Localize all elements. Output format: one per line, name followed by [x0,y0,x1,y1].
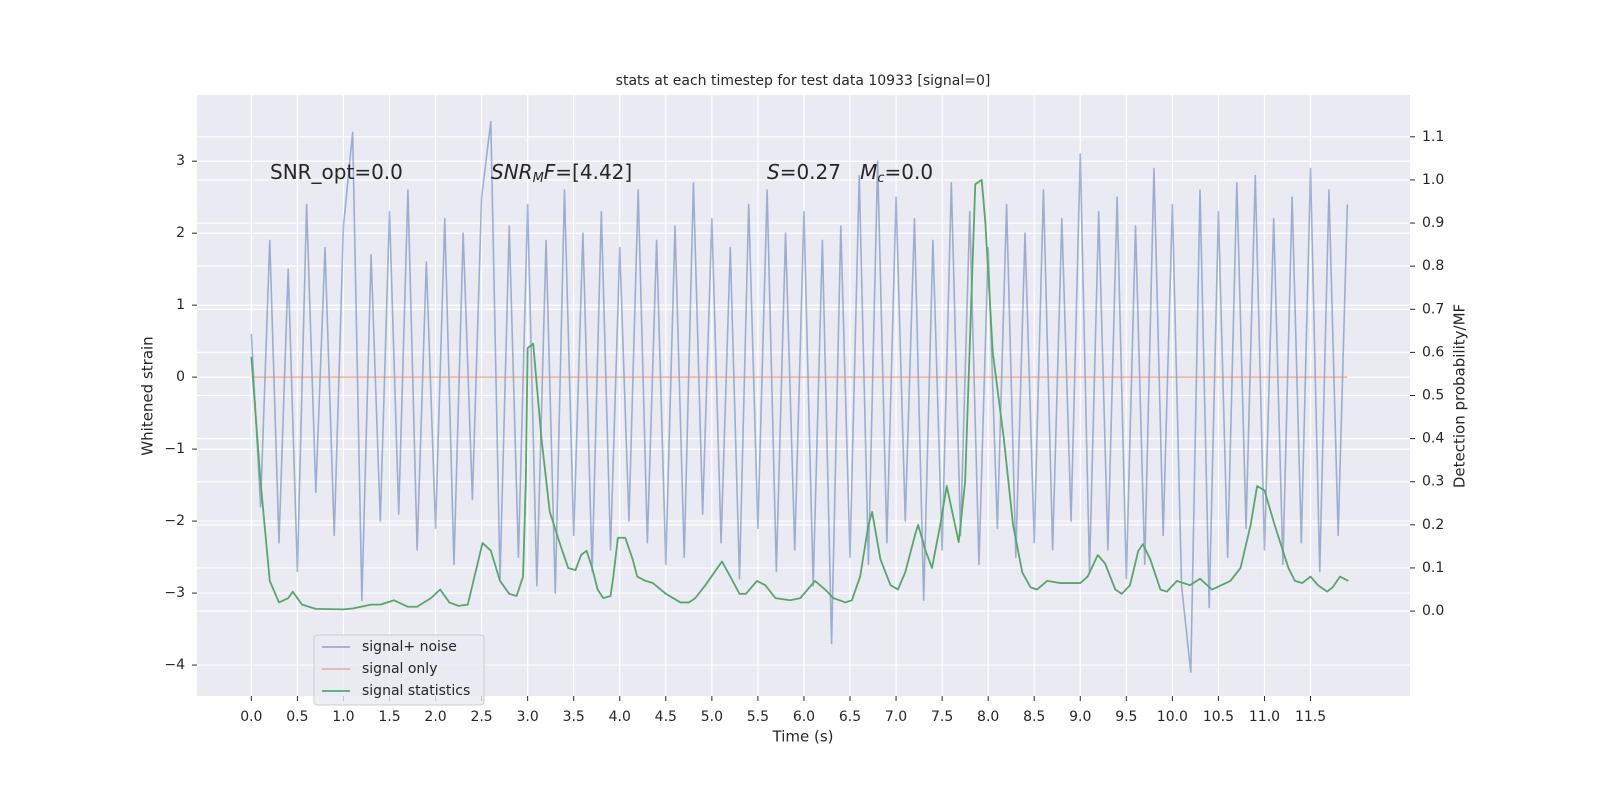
y2-tick-label: 0.4 [1422,431,1444,447]
y2-tick-label: 0.6 [1422,344,1444,360]
x-tick-label: 11.0 [1249,709,1280,725]
x-tick-label: 6.0 [793,709,815,725]
x-tick-label: 0.0 [240,709,262,725]
y-tick-label: −2 [164,513,185,529]
annotation: S=0.27 Mc=0.0 [767,160,933,186]
annotation-part: =0.0 [885,160,934,184]
x-tick-label: 1.5 [378,709,400,725]
x-tick-label: 11.5 [1295,709,1326,725]
x-tick-label: 8.5 [1023,709,1045,725]
annotation: SNRMF=[4.42] [491,160,632,186]
marks [250,120,1349,674]
x-tick-label: 4.5 [655,709,677,725]
legend-box [313,634,485,706]
x-tick-label: 9.0 [1069,709,1091,725]
y-tick-label: 3 [176,153,185,169]
x-tick-label: 8.0 [977,709,999,725]
legend-label: signal only [362,661,437,677]
y2-tick-label: 0.8 [1422,258,1444,274]
legend-label: signal+ noise [362,639,457,655]
y-tick-label: −1 [164,441,185,457]
y-tick-label: 0 [176,369,185,385]
x-tick-label: 0.5 [286,709,308,725]
y-tick-label: −3 [164,585,185,601]
x-tick-label: 2.5 [470,709,492,725]
annotation-part: S [767,160,780,184]
annotation-part: M [860,160,877,184]
annotation-part: c [877,171,884,186]
annotation-part: SNR [491,160,533,184]
annotation-part: M [533,171,544,186]
annotation-part: =0.27 [780,160,860,184]
y-tick-label: 2 [176,225,185,241]
x-tick-label: 1.0 [332,709,354,725]
y-tick-label: 1 [176,297,185,313]
y-axis-label: Whitened strain [139,336,157,455]
x-tick-label: 6.5 [839,709,861,725]
x-tick-label: 2.0 [424,709,446,725]
annotation-part: =[4.42] [555,160,632,184]
series-line [250,120,1349,674]
y2-tick-label: 0.2 [1422,517,1444,533]
annotation-part: SNR_opt=0.0 [270,160,403,184]
x-tick-label: 10.0 [1157,709,1188,725]
x-tick-label: 7.0 [885,709,907,725]
y2-tick-label: 0.1 [1422,560,1444,576]
x-tick-label: 10.5 [1203,709,1234,725]
y2-tick-label: 1.1 [1422,129,1444,145]
y2-tick-label: 0.3 [1422,474,1444,490]
x-tick-label: 5.5 [747,709,769,725]
x-tick-label: 3.0 [517,709,539,725]
y2-tick-label: 1.0 [1422,172,1444,188]
y2-tick-label: 0.7 [1422,301,1444,317]
x-tick-label: 5.0 [701,709,723,725]
y-tick-label: −4 [164,657,185,673]
x-tick-label: 9.5 [1115,709,1137,725]
y2-axis-label: Detection probability/MF [1451,304,1469,488]
x-tick-label: 3.5 [563,709,585,725]
annotation: SNR_opt=0.0 [270,160,403,184]
y2-tick-label: 0.9 [1422,215,1444,231]
legend: signal+ noise signal only signal statistic… [313,634,485,706]
x-axis-label: Time (s) [772,728,834,746]
x-tick-label: 7.5 [931,709,953,725]
legend-label: signal statistics [362,683,470,699]
chart-title: stats at each timestep for test data 109… [616,73,991,89]
series-line [250,179,1349,611]
y2-tick-label: 0.0 [1422,603,1444,619]
annotation-part: F [544,160,556,184]
x-tick-label: 4.0 [609,709,631,725]
y2-tick-label: 0.5 [1422,388,1444,404]
